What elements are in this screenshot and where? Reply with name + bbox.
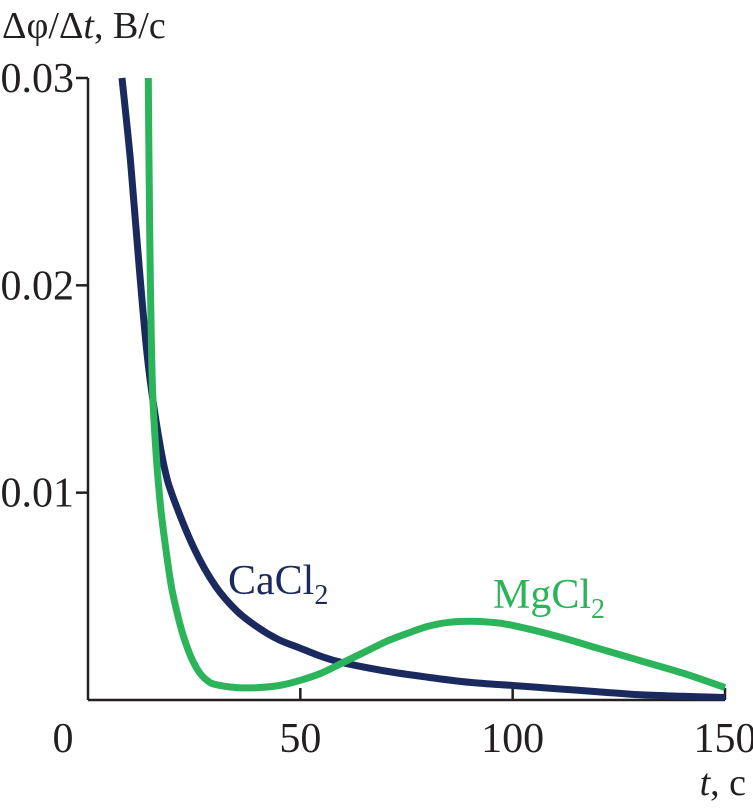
y-axis-title-unit: , В/с	[94, 5, 166, 47]
series-line-cacl2	[118, 77, 726, 701]
x-axis-ticks: 0 50 100 150	[53, 688, 753, 762]
x-axis-title-unit: , с	[710, 762, 746, 804]
series-label-mgcl2-sub: 2	[591, 594, 605, 625]
y-tick-label: 0.03	[1, 56, 75, 102]
y-axis-title-phi: φ	[26, 5, 48, 47]
x-axis-title-t: t	[700, 762, 712, 804]
y-axis-title-t: t	[83, 5, 95, 47]
x-axis-title: t, с	[700, 762, 746, 804]
y-axis-title-delta: Δ	[2, 5, 26, 47]
series-label-mgcl2-main: MgCl	[493, 572, 591, 618]
y-axis-title-slash: /	[48, 5, 59, 47]
series-label-cacl2: CaCl2	[228, 558, 328, 611]
x-tick-label: 50	[279, 716, 321, 762]
series-label-mgcl2: MgCl2	[493, 572, 605, 625]
series-label-cacl2-main: CaCl	[228, 558, 314, 604]
x-tick-label: 100	[481, 716, 544, 762]
x-tick-label: 150	[694, 716, 753, 762]
series-label-cacl2-sub: 2	[314, 580, 328, 611]
series-line-mgcl2	[144, 77, 727, 692]
y-axis-ticks: 0.01 0.02 0.03	[1, 56, 88, 517]
y-axis-title: Δφ/Δt, В/с	[2, 5, 166, 47]
y-tick-label: 0.01	[1, 471, 75, 517]
x-tick-label: 0	[53, 716, 74, 762]
y-tick-label: 0.02	[1, 263, 75, 309]
y-axis-title-delta-2: Δ	[59, 5, 83, 47]
